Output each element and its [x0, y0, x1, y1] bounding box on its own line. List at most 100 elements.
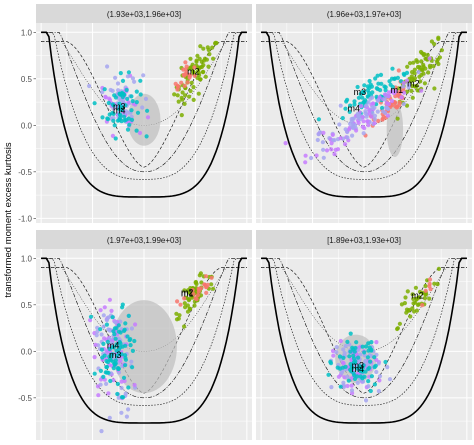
- data-point-m4: [372, 117, 377, 122]
- cluster-label: m2: [187, 66, 200, 76]
- data-point-m3: [138, 92, 143, 97]
- data-point-m4: [107, 328, 113, 333]
- data-point-m4: [320, 140, 325, 145]
- data-point-m2: [197, 56, 202, 62]
- cluster-label: m3: [109, 350, 122, 360]
- data-point-m4: [361, 131, 366, 136]
- data-point-m4: [102, 336, 107, 341]
- data-point-m4: [118, 358, 123, 363]
- data-point-m3: [127, 338, 132, 343]
- data-point-m4: [110, 341, 115, 346]
- data-point-m3: [125, 334, 130, 339]
- data-point-m2: [432, 281, 437, 286]
- data-point-m4: [321, 155, 326, 160]
- data-point-m4: [315, 137, 320, 143]
- cluster-label: m2: [411, 291, 424, 301]
- cluster-label: m2: [181, 288, 194, 298]
- data-point-m3: [134, 128, 139, 133]
- data-point-m4: [324, 148, 330, 153]
- data-point-m4: [334, 350, 339, 355]
- data-point-m4: [105, 64, 110, 69]
- boundary-curve-dotted: [41, 258, 247, 406]
- data-point-m3: [106, 100, 111, 106]
- data-point-m4: [337, 122, 342, 127]
- data-point-m3: [390, 66, 395, 71]
- data-point-m4: [387, 377, 393, 382]
- data-point-m3: [347, 354, 352, 359]
- data-point-m3: [125, 127, 131, 132]
- data-point-m3: [348, 362, 353, 367]
- data-point-m4: [366, 100, 371, 105]
- data-point-m3: [104, 370, 109, 375]
- data-point-m2: [206, 64, 211, 69]
- data-point-m1: [204, 285, 209, 290]
- data-point-m4: [345, 383, 350, 389]
- data-point-m2: [436, 61, 441, 67]
- data-point-m3: [120, 78, 126, 83]
- data-point-m1: [181, 67, 186, 72]
- data-point-m3: [118, 341, 123, 346]
- data-point-m4: [130, 76, 135, 81]
- data-point-m2: [191, 85, 196, 90]
- data-point-m4: [343, 127, 348, 132]
- data-point-m2: [187, 306, 192, 311]
- data-point-m4: [129, 114, 134, 119]
- cluster-label: m1: [181, 289, 194, 299]
- data-point-m4: [321, 130, 326, 135]
- data-point-m4: [399, 95, 404, 100]
- data-point-m3: [145, 108, 150, 113]
- data-point-m4: [406, 85, 411, 90]
- data-point-m3: [118, 71, 123, 76]
- data-point-m3: [126, 313, 131, 318]
- data-point-m4: [122, 378, 127, 384]
- data-point-m4: [283, 141, 288, 146]
- facet-strip-label: (1.96e+03,1.97e+03]: [327, 10, 401, 19]
- data-point-m2: [412, 84, 417, 89]
- data-point-m3: [352, 99, 357, 104]
- data-point-m2: [202, 56, 208, 61]
- data-point-m4: [385, 365, 390, 370]
- data-point-m4: [113, 75, 118, 80]
- data-point-m4: [354, 128, 359, 133]
- data-point-m2: [185, 303, 190, 308]
- data-point-m4: [101, 324, 106, 329]
- data-point-m2: [397, 321, 402, 326]
- data-point-m1: [190, 287, 195, 293]
- data-point-m4: [370, 105, 375, 110]
- data-point-m4: [356, 120, 361, 125]
- data-point-m3: [110, 315, 115, 320]
- data-point-m2: [415, 64, 421, 70]
- data-point-m4: [389, 98, 395, 104]
- data-point-m2: [436, 36, 441, 42]
- data-point-m3: [105, 339, 110, 344]
- data-point-m4: [129, 326, 134, 331]
- data-point-m4: [103, 94, 108, 99]
- data-point-m2: [180, 90, 185, 95]
- data-point-m1: [427, 281, 432, 286]
- data-point-m2: [211, 56, 216, 61]
- data-point-m3: [366, 341, 371, 346]
- data-point-m4: [338, 136, 343, 141]
- data-point-m3: [366, 379, 371, 384]
- data-point-m4: [356, 113, 361, 118]
- data-point-m1: [192, 65, 197, 70]
- data-point-m2: [404, 310, 409, 315]
- data-point-m4: [93, 342, 98, 347]
- data-point-m2: [412, 76, 418, 81]
- data-point-m2: [187, 297, 192, 302]
- data-point-m3: [108, 358, 113, 363]
- data-point-m4: [332, 152, 337, 157]
- data-point-m2: [418, 49, 424, 55]
- data-point-m4: [100, 90, 105, 95]
- outer-boundary-curve: [41, 31, 247, 198]
- data-point-m1: [195, 293, 201, 298]
- data-point-m3: [118, 330, 123, 335]
- data-point-m3: [99, 347, 105, 352]
- data-point-m3: [126, 385, 131, 390]
- data-point-m1: [204, 290, 209, 295]
- data-point-m4: [348, 121, 353, 126]
- data-point-m4: [108, 87, 113, 93]
- data-point-m3: [127, 122, 132, 127]
- boundary-curve-dotted: [261, 258, 467, 406]
